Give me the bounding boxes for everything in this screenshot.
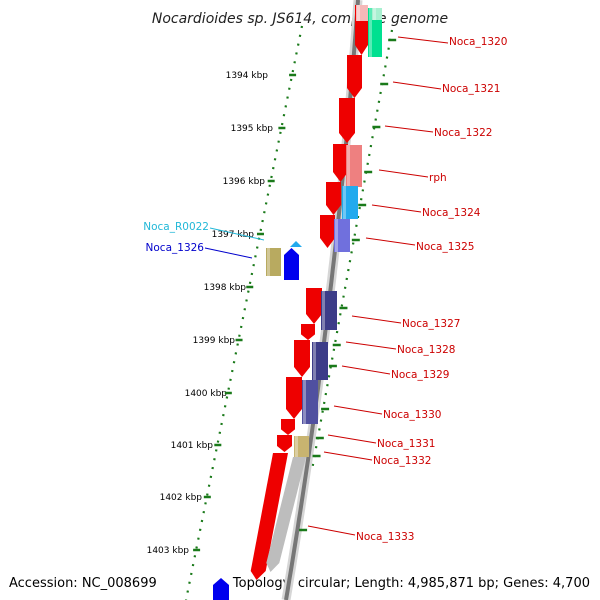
gene-box-noca-1320 [368, 8, 382, 57]
gene-box-rph [346, 145, 362, 187]
gene-label-noca-1331: Noca_1331 [377, 438, 435, 450]
gene-arrow-noca-1322 [339, 98, 355, 143]
gene-box-noca-1320-top [356, 5, 368, 21]
gene-label-noca-1325: Noca_1325 [416, 241, 474, 253]
gene-arrow-bottom [213, 578, 229, 600]
leader-noca-1321 [392, 81, 442, 90]
feature-track [213, 5, 382, 600]
kbp-ticks: 1394 kbp 1395 kbp 1396 kbp 1397 kbp 1398 kbp… [147, 38, 397, 556]
gene-arrow-noca-1328 [301, 324, 315, 340]
gene-label-noca-1320: Noca_1320 [449, 36, 507, 48]
kbp-tick-label: 1402 kbp [160, 493, 203, 503]
gene-box-noca-1324 [342, 186, 358, 219]
kbp-tick-label: 1395 kbp [231, 124, 274, 134]
gene-box-noca-r0022-shine [267, 248, 270, 276]
gene-arrow-noca-1332 [277, 435, 292, 452]
gene-label-noca-1326: Noca_1326 [146, 242, 205, 254]
gene-label-noca-1322: Noca_1322 [434, 127, 492, 139]
leader-noca-1329 [341, 365, 391, 375]
trna-marker-noca-r0022 [290, 241, 302, 247]
gene-arrow-rph [333, 144, 348, 182]
gene-box-noca-1320-fade [372, 8, 382, 20]
leader-noca-1332 [323, 451, 373, 461]
kbp-tick-label: 1396 kbp [223, 177, 266, 187]
gene-label-rph: rph [429, 172, 447, 184]
genome-stats: Topology: circular; Length: 4,985,871 bp… [232, 576, 590, 591]
gene-label-noca-1328: Noca_1328 [397, 344, 455, 356]
gene-box-noca-1327-shine [322, 291, 325, 330]
gene-arrow-noca-1326 [284, 248, 299, 280]
gene-arrow-noca-1324 [326, 182, 341, 215]
gene-label-noca-1324: Noca_1324 [422, 207, 481, 219]
leader-noca-1331 [327, 434, 377, 444]
gene-label-noca-1321: Noca_1321 [442, 83, 500, 95]
leader-noca-1327 [351, 315, 402, 324]
gene-box-noca-1332 [294, 436, 309, 457]
leader-noca-r0022 [209, 227, 265, 241]
gene-label-noca-1332: Noca_1332 [373, 455, 431, 467]
gene-label-noca-1329: Noca_1329 [391, 369, 449, 381]
gene-box-noca-1320-fade-shine [373, 8, 376, 20]
kbp-tick-label: 1398 kbp [204, 283, 247, 293]
map-title: Nocardioides sp. JS614, complete genome [152, 11, 448, 27]
gene-box-noca-1325-shine [335, 219, 338, 252]
leader-noca-1326 [204, 247, 253, 259]
gene-arrow-noca-1330 [286, 377, 302, 419]
gene-arrow-noca-1327 [306, 288, 322, 324]
leader-noca-1330 [333, 405, 383, 415]
leader-noca-1320 [397, 36, 449, 44]
kbp-tick-label: 1401 kbp [171, 441, 214, 451]
gene-box-noca-1320-top-shine [357, 5, 360, 21]
gene-box-noca-1329 [312, 342, 328, 380]
leader-noca-1324 [371, 204, 422, 213]
leader-rph [378, 169, 429, 178]
gene-box-noca-1333 [266, 457, 306, 572]
kbp-tick-label: 1397 kbp [212, 230, 255, 240]
gene-box-rph-shine [347, 145, 350, 187]
gene-box-noca-1320-shine [369, 8, 372, 57]
kbp-tick-label: 1394 kbp [226, 71, 269, 81]
gene-arrow-noca-1333 [250, 453, 288, 580]
leader-noca-1333 [307, 525, 356, 536]
gene-label-noca-1333: Noca_1333 [356, 531, 414, 543]
gene-arrow-noca-1321 [347, 55, 362, 98]
gene-box-noca-1329-shine [313, 342, 316, 380]
kbp-tick-label: 1399 kbp [193, 336, 236, 346]
gene-arrow-noca-1331 [281, 419, 295, 435]
gene-box-noca-r0022 [266, 248, 281, 276]
leader-noca-1325 [365, 237, 416, 246]
gene-box-noca-1325 [334, 219, 350, 252]
gene-box-noca-1330-shine [303, 380, 306, 424]
kbp-tick-label: 1403 kbp [147, 546, 190, 556]
gene-box-noca-1330 [302, 380, 318, 424]
gene-label-noca-1327: Noca_1327 [402, 318, 460, 330]
gene-arrow-noca-1329 [294, 340, 310, 377]
leader-noca-1322 [384, 125, 434, 133]
gene-label-noca-1330: Noca_1330 [383, 409, 441, 421]
gene-label-noca-r0022: Noca_R0022 [143, 221, 209, 233]
accession-label: Accession: NC_008699 [9, 576, 157, 591]
kbp-tick-label: 1400 kbp [185, 389, 228, 399]
gene-box-noca-1332-shine [295, 436, 298, 457]
gene-arrow-noca-1325 [320, 215, 335, 248]
gene-box-noca-1324-shine [343, 186, 346, 219]
leader-noca-1328 [345, 341, 397, 350]
gene-box-noca-1327 [321, 291, 337, 330]
